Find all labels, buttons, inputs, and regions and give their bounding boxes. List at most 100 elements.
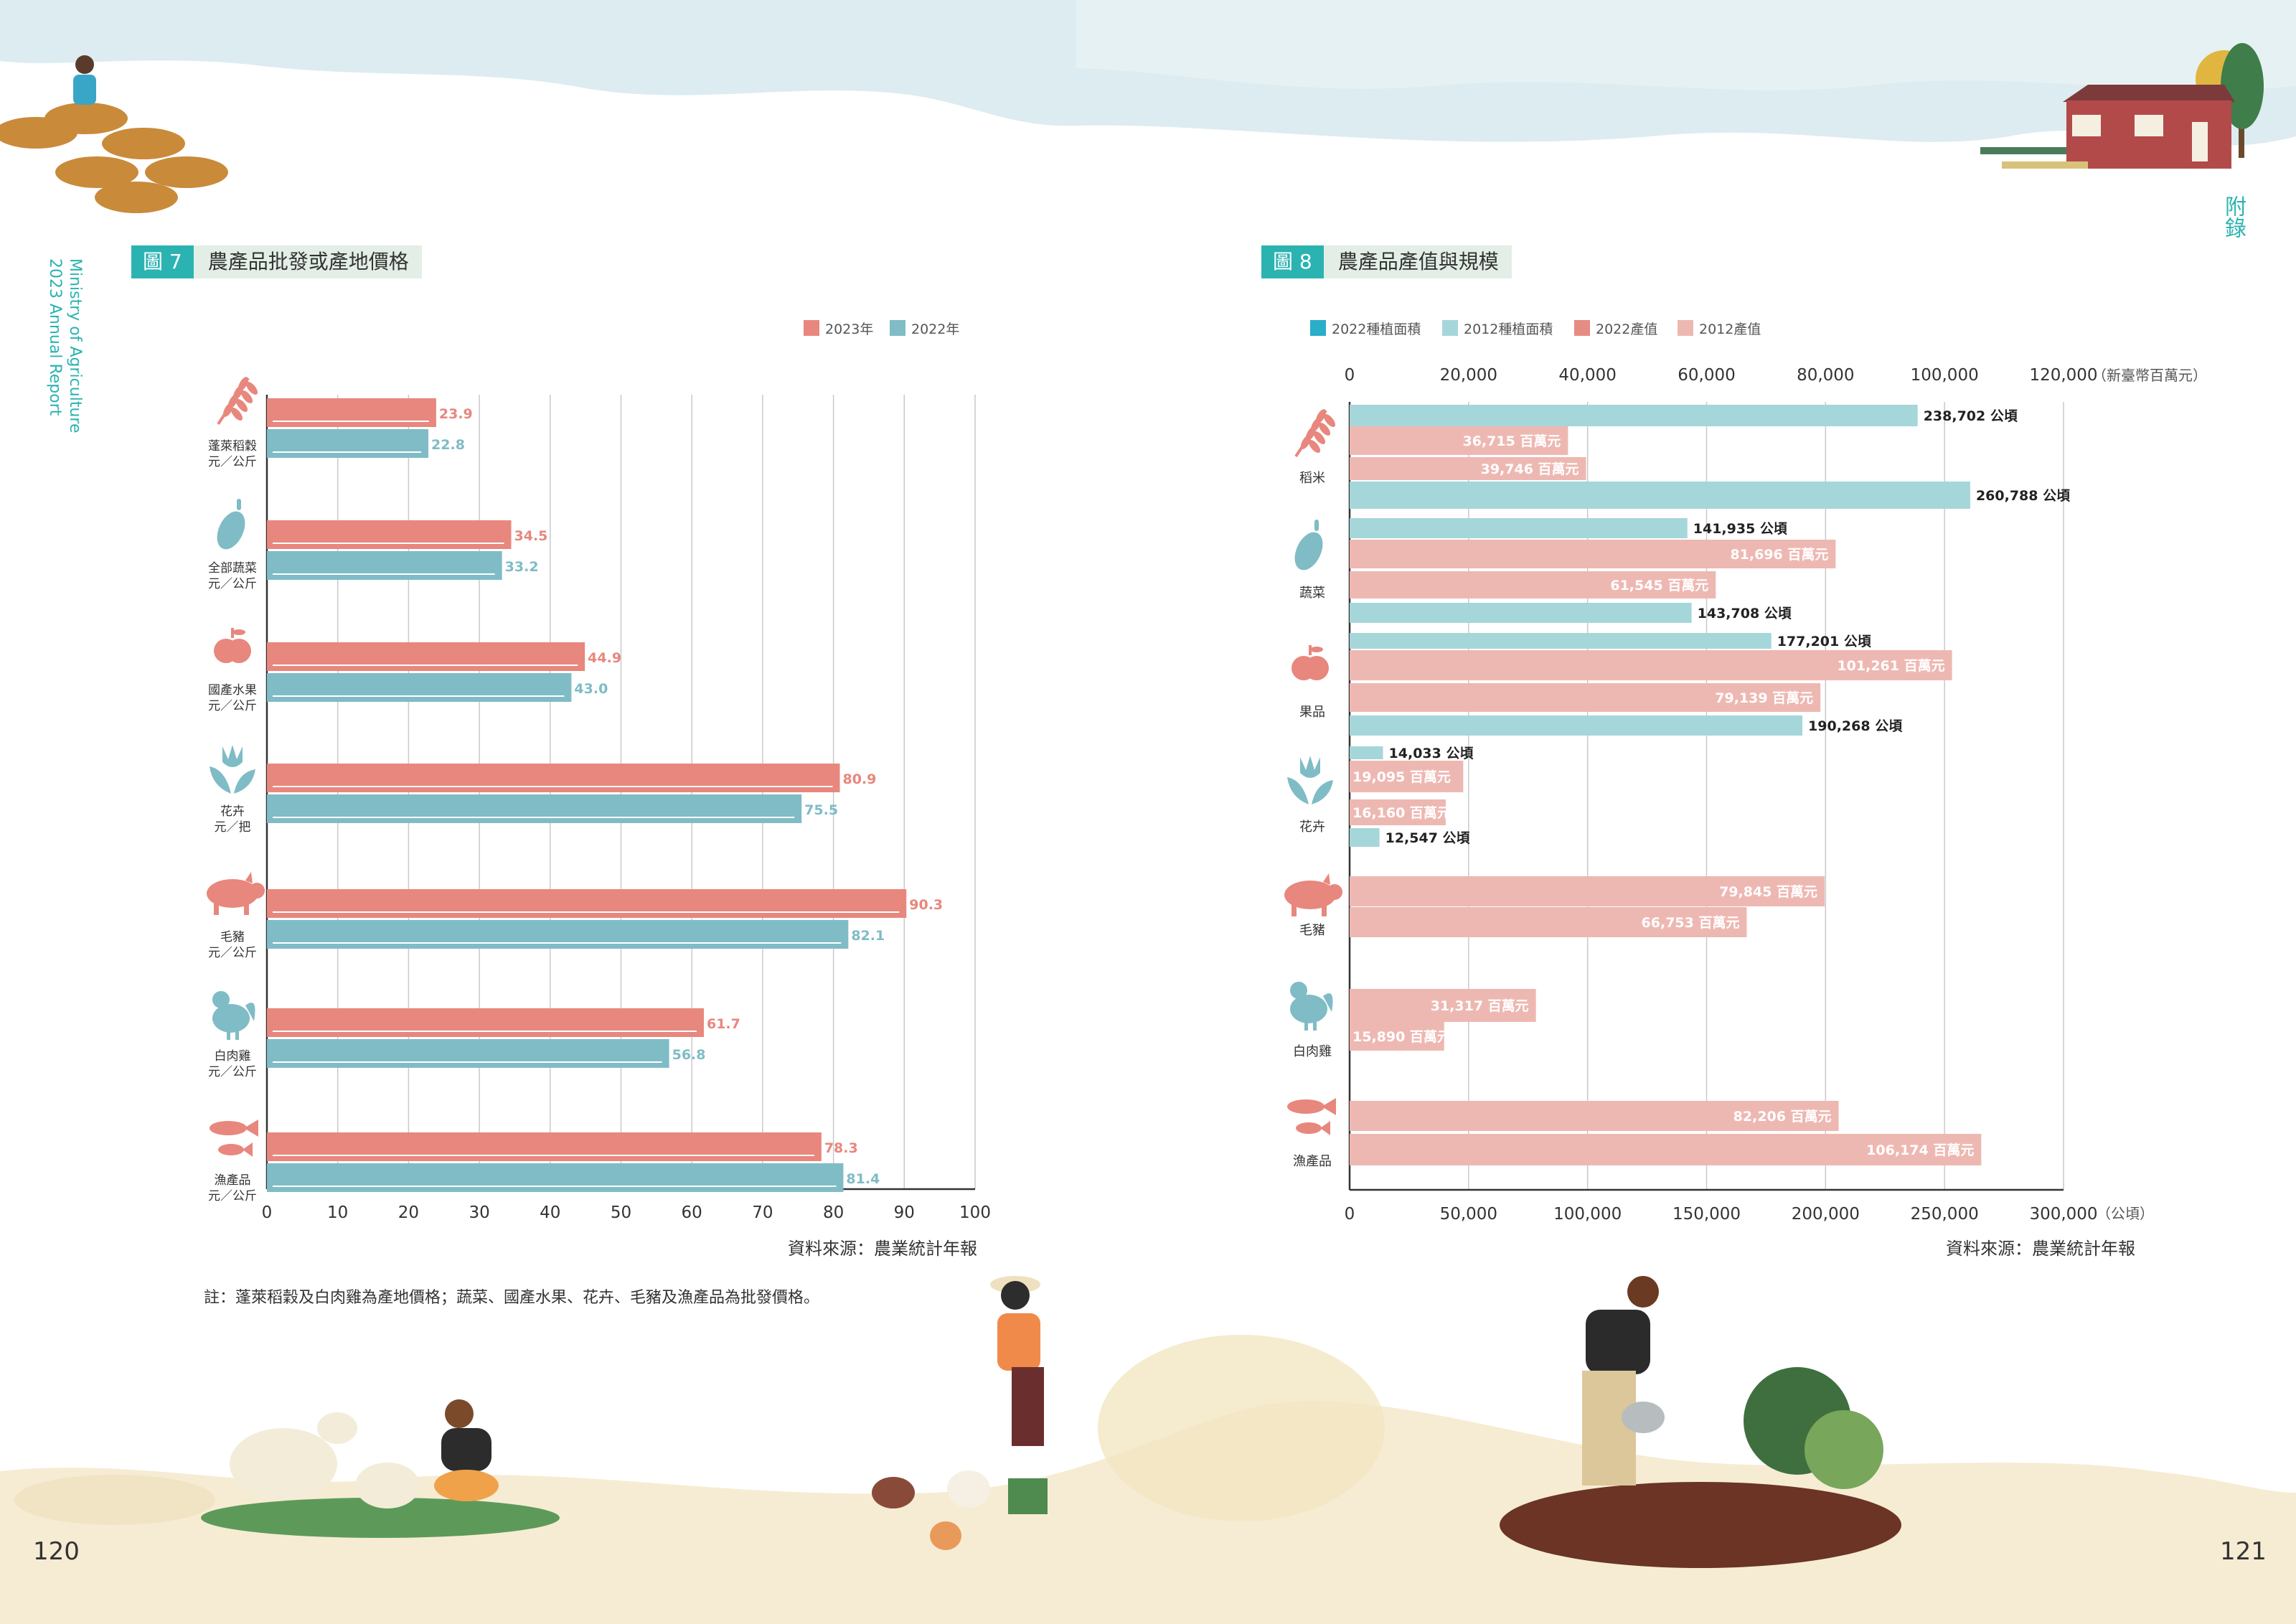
chicken	[947, 1470, 990, 1508]
bar-2012產值	[1350, 1134, 1982, 1165]
bar-2023	[267, 1132, 822, 1161]
chicken-leg	[235, 1031, 239, 1040]
data-label: 15,890 百萬元	[1352, 1029, 1451, 1045]
fish-icon	[210, 1120, 258, 1157]
data-label: 22.8	[431, 437, 465, 453]
legend-swatch	[1678, 320, 1693, 336]
chicken-head	[212, 991, 230, 1008]
category-label: 白肉雞	[215, 1049, 251, 1064]
tree-trunk	[2239, 108, 2244, 158]
data-label: 141,935 公頃	[1693, 521, 1788, 537]
chicken-head	[1290, 982, 1307, 999]
barn-window	[2135, 115, 2163, 136]
category-label: 國產水果	[208, 683, 257, 698]
person-body	[73, 75, 96, 105]
bar-2022	[267, 429, 429, 458]
bar-2012產值	[1350, 1022, 1444, 1051]
apple-icon	[214, 628, 251, 663]
page-number-left: 120	[33, 1537, 80, 1566]
apple-half	[1304, 656, 1329, 680]
data-label: 238,702 公頃	[1924, 408, 2018, 424]
fish-tail	[1320, 1121, 1330, 1135]
data-label: 39,746 百萬元	[1481, 461, 1579, 477]
data-label: 43.0	[574, 681, 608, 697]
data-label: 31,317 百萬元	[1431, 998, 1529, 1014]
person-head	[75, 55, 94, 74]
legend-swatch	[1574, 320, 1590, 336]
bar-2022產值	[1350, 650, 1952, 680]
bar-2012種植面積	[1350, 828, 1380, 847]
bar-2012產值	[1350, 571, 1716, 599]
barn-door	[2192, 122, 2208, 161]
sheep-scene-illustration	[201, 1399, 560, 1538]
top-tick-label: 0	[1345, 366, 1355, 385]
person-legs	[1012, 1367, 1044, 1446]
bar-2023	[267, 520, 512, 549]
bar-2022種植面積	[1350, 405, 1918, 426]
legend-label: 2022產值	[1596, 321, 1657, 337]
data-label: 82,206 百萬元	[1733, 1109, 1832, 1125]
bottom-tick-label: 250,000	[1911, 1205, 1979, 1224]
person-head	[1001, 1281, 1030, 1310]
eggplant-icon	[217, 499, 245, 550]
eggplant-stem	[1314, 520, 1319, 531]
apple-leaf	[232, 629, 245, 635]
legend-swatch	[1310, 320, 1326, 336]
figure7-title: 農產品批發或產地價格	[193, 245, 422, 278]
bar-2012種植面積	[1350, 603, 1692, 623]
bar-2012產值	[1350, 907, 1747, 937]
chicken	[930, 1521, 961, 1550]
fish-body	[1296, 1122, 1322, 1134]
x-tick-label: 20	[398, 1203, 419, 1222]
ground-strip	[1980, 147, 2066, 154]
wheat-grain	[240, 390, 253, 404]
figure8-source: 資料來源：農業統計年報	[1946, 1239, 2135, 1259]
data-label: 101,261 百萬元	[1837, 658, 1944, 674]
chicken-tail	[245, 1003, 255, 1021]
apple-half	[227, 639, 251, 663]
data-label: 143,708 公頃	[1698, 606, 1792, 621]
wheat-grain	[1316, 409, 1326, 423]
bar-2012產值	[1350, 683, 1821, 712]
fish-tail	[1322, 1098, 1336, 1115]
data-label: 44.9	[588, 650, 621, 666]
category-label: 毛豬	[220, 930, 245, 944]
top-tick-label: 40,000	[1558, 366, 1616, 385]
bottom-tick-label: 50,000	[1440, 1205, 1497, 1224]
pig-ear	[245, 872, 253, 883]
person-body	[441, 1428, 491, 1471]
tulip-flower	[222, 745, 243, 767]
data-label: 12,547 公頃	[1385, 830, 1471, 846]
sand-patch	[14, 1475, 215, 1525]
bar-2023	[267, 1008, 704, 1037]
category-label: 花卉	[220, 804, 245, 819]
drying-racks-illustration	[0, 55, 228, 213]
category-label: 蔬菜	[1299, 586, 1325, 601]
tulip-leaf	[1287, 777, 1309, 804]
report-side-title: Ministry of Agriculture 2023 Annual Repo…	[44, 258, 85, 433]
bar-2012產值	[1350, 457, 1586, 480]
ground-strip	[2002, 161, 2088, 169]
chicken-leg	[227, 1031, 230, 1040]
category-label: 漁產品	[1293, 1154, 1332, 1169]
bar-2022	[267, 673, 572, 702]
barn-window	[2072, 115, 2101, 136]
x-tick-label: 0	[262, 1203, 273, 1222]
category-label: 蓬萊稻穀	[208, 439, 257, 454]
category-label: 全部蔬菜	[208, 561, 257, 576]
barn-roof	[2063, 85, 2235, 102]
category-unit: 元／公斤	[208, 1065, 257, 1079]
fish-icon	[1287, 1098, 1336, 1135]
x-tick-label: 70	[752, 1203, 773, 1222]
pig-ear	[1323, 873, 1330, 885]
bar-2022	[267, 794, 802, 823]
category-label: 漁產品	[215, 1173, 251, 1188]
pig-body	[207, 879, 258, 908]
data-label: 79,139 百萬元	[1715, 690, 1813, 706]
data-label: 80.9	[842, 771, 876, 787]
rack	[44, 103, 128, 134]
barn-illustration	[1980, 43, 2264, 169]
